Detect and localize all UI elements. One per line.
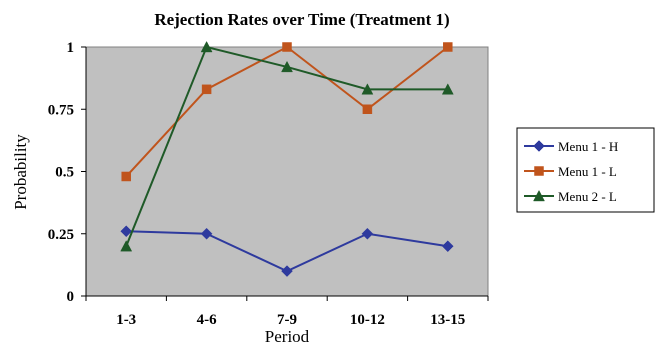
data-point	[200, 40, 213, 53]
axes: 0 0.25 0.5 0.75 1 1-3 4-6 7-9 10-12 13-15	[48, 40, 489, 328]
legend-swatch-marker	[533, 140, 545, 152]
data-point	[120, 225, 133, 238]
chart-title: Rejection Rates over Time (Treatment 1)	[154, 10, 449, 29]
legend-label: Menu 2 - L	[558, 189, 617, 204]
legend: Menu 1 - H Menu 1 - L Menu 2 - L	[516, 127, 655, 213]
legend-swatch-marker	[533, 189, 545, 202]
x-axis-label: Period	[265, 327, 310, 346]
x-tick-label: 10-12	[350, 312, 385, 328]
data-point	[281, 265, 293, 277]
data-point	[362, 104, 373, 114]
series-layer	[120, 40, 454, 277]
legend-items: Menu 1 - H Menu 1 - L Menu 2 - L	[524, 139, 618, 204]
data-point	[441, 240, 454, 253]
data-point	[200, 227, 213, 240]
x-tick-label: 13-15	[430, 312, 465, 328]
data-point	[121, 171, 131, 182]
plot-area	[85, 46, 489, 297]
legend-entry: Menu 1 - H	[524, 139, 618, 154]
series-menu-1-h	[120, 225, 454, 277]
x-tick-label: 4-6	[197, 312, 217, 328]
y-tick-label: 0.25	[48, 227, 74, 243]
legend-entry: Menu 2 - L	[524, 189, 617, 204]
y-tick-label: 0	[67, 289, 75, 305]
y-tick-label: 1	[67, 40, 75, 56]
series-menu-2-l	[120, 40, 454, 252]
legend-swatch-marker	[534, 166, 544, 176]
data-point	[361, 83, 374, 95]
x-tick-label: 1-3	[116, 312, 136, 328]
data-point	[443, 42, 453, 52]
y-axis-label: Probability	[11, 134, 30, 210]
data-point	[361, 227, 374, 240]
legend-label: Menu 1 - H	[558, 139, 618, 154]
data-point	[441, 83, 454, 95]
data-point	[120, 240, 133, 252]
x-tick-label: 7-9	[277, 312, 297, 328]
y-tick-label: 0.5	[55, 165, 74, 181]
data-point	[282, 42, 292, 52]
y-tick-label: 0.75	[48, 102, 74, 118]
legend-entry: Menu 1 - L	[524, 164, 617, 179]
data-point	[281, 60, 293, 73]
legend-label: Menu 1 - L	[558, 164, 617, 179]
data-point	[201, 84, 212, 95]
